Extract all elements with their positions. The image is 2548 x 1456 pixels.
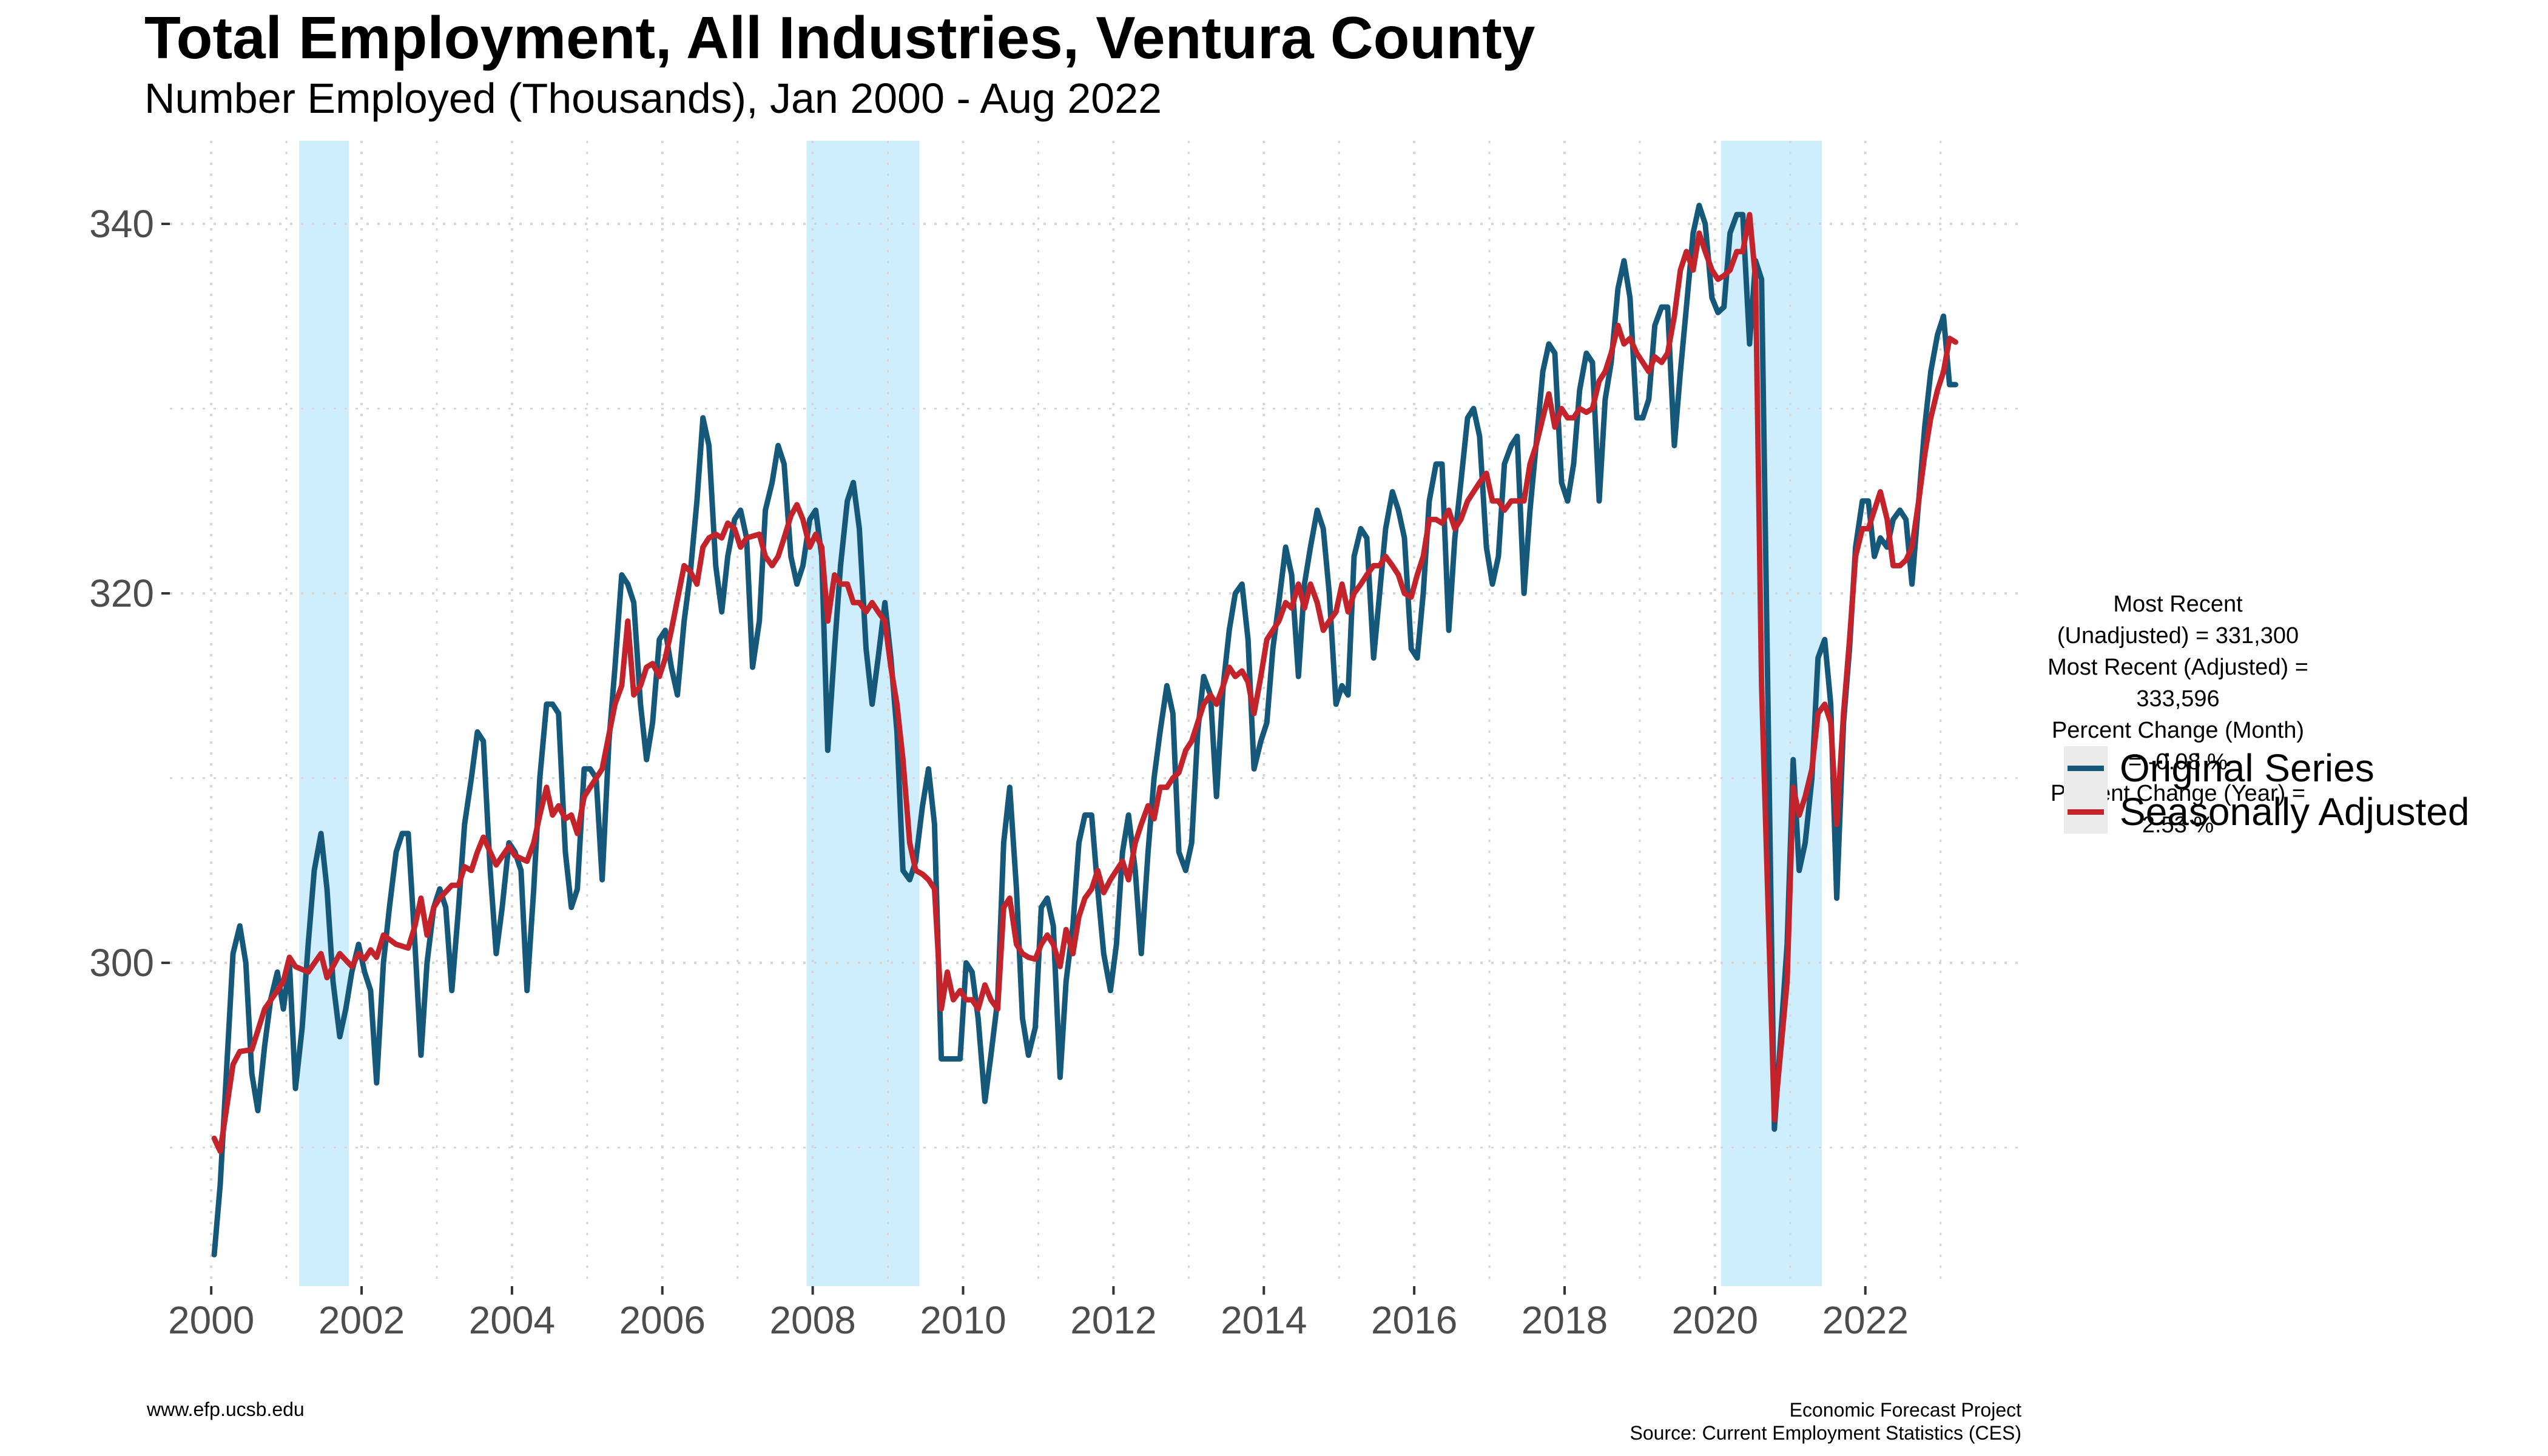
x-tick-label-2010: 2010 [920, 1298, 1006, 1342]
y-tick-label-300: 300 [89, 941, 154, 985]
stat-recent-adjusted: Most Recent (Adjusted) = 333,596 [2048, 655, 2308, 712]
footer-source-line: Source: Current Employment Statistics (C… [1630, 1422, 2021, 1444]
x-tick-label-2016: 2016 [1371, 1298, 1457, 1342]
series-lines [211, 203, 1958, 1258]
stat-change-month: Percent Change (Month) = -0.08 % [2051, 718, 2305, 775]
x-tick-label-2006: 2006 [619, 1298, 706, 1342]
footer-source: Economic Forecast Project Source: Curren… [1630, 1398, 2021, 1444]
x-tick-label-2002: 2002 [318, 1298, 405, 1342]
recession-bands [299, 141, 1822, 1286]
recession-band-3 [1721, 141, 1822, 1286]
y-tick-label-340: 340 [89, 202, 154, 246]
chart-subtitle: Number Employed (Thousands), Jan 2000 - … [144, 75, 1162, 122]
axes: 2000 2002 2004 2006 2008 2010 2012 2014 2016 2018… [89, 202, 1909, 1342]
legend-item-adjusted: Seasonally Adjusted [2064, 790, 2469, 834]
footer-website: www.efp.ucsb.edu [147, 1398, 305, 1420]
legend-key-original [2064, 746, 2108, 790]
chart-title: Total Employment, All Industries, Ventur… [144, 4, 1535, 71]
x-tick-label-2012: 2012 [1070, 1298, 1156, 1342]
legend-key-adjusted [2064, 790, 2108, 834]
recession-band-1 [299, 141, 349, 1286]
series-line-original [211, 203, 1958, 1258]
x-tick-label-2008: 2008 [769, 1298, 855, 1342]
legend: Original Series Seasonally Adjusted [2064, 746, 2469, 834]
recession-band-2 [806, 141, 920, 1286]
x-tick-label-2004: 2004 [469, 1298, 555, 1342]
x-tick-label-2022: 2022 [1822, 1298, 1909, 1342]
x-tick-label-2018: 2018 [1522, 1298, 1608, 1342]
legend-label-adjusted: Seasonally Adjusted [2120, 790, 2470, 834]
legend-item-original: Original Series [2064, 746, 2469, 790]
footer-project: Economic Forecast Project [1789, 1399, 2021, 1421]
legend-label-original: Original Series [2120, 746, 2374, 790]
x-tick-label-2000: 2000 [168, 1298, 254, 1342]
x-tick-label-2014: 2014 [1221, 1298, 1307, 1342]
y-tick-label-320: 320 [89, 571, 154, 615]
series-line-adjusted [211, 212, 1958, 1154]
stat-recent-unadjusted: Most Recent (Unadjusted) = 331,300 [2057, 592, 2299, 649]
x-tick-label-2020: 2020 [1672, 1298, 1758, 1342]
